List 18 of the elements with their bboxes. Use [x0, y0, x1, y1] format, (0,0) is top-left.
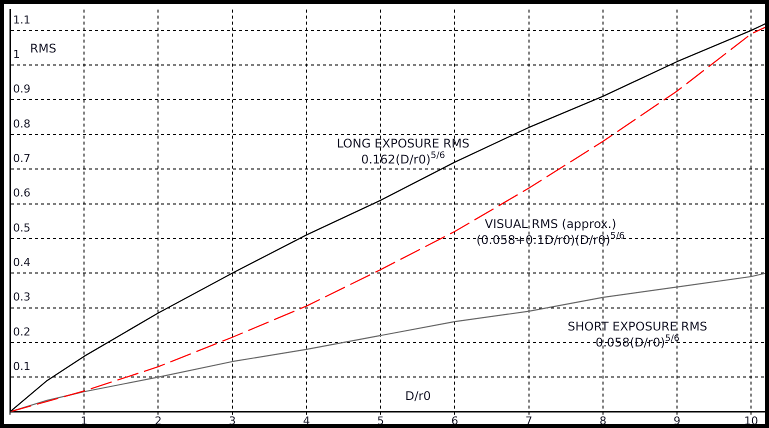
y-tick-label: 0.2 — [13, 325, 30, 338]
y-axis-title: RMS — [30, 42, 56, 56]
y-tick-label: 0.4 — [13, 256, 30, 269]
x-tick-label: 7 — [525, 414, 532, 428]
y-tick-label: 1.1 — [13, 13, 30, 26]
x-tick-label: 4 — [302, 414, 310, 428]
y-tick-label: 1 — [13, 48, 20, 61]
x-axis-title: D/r0 — [405, 388, 431, 403]
y-tick-label: 0.8 — [13, 117, 30, 130]
y-tick-label: 0.7 — [13, 152, 30, 165]
y-tick-label: 0.6 — [13, 186, 30, 200]
annotation: SHORT EXPOSURE RMS — [568, 319, 708, 334]
y-tick-label: 0.1 — [13, 360, 30, 373]
annotation: LONG EXPOSURE RMS — [336, 136, 470, 150]
y-tick-label: 0.3 — [13, 290, 30, 304]
y-tick-label: 0.5 — [13, 221, 30, 234]
y-tick-label: 0.9 — [13, 82, 30, 96]
annotation: VISUAL RMS (approx.) — [484, 216, 616, 231]
